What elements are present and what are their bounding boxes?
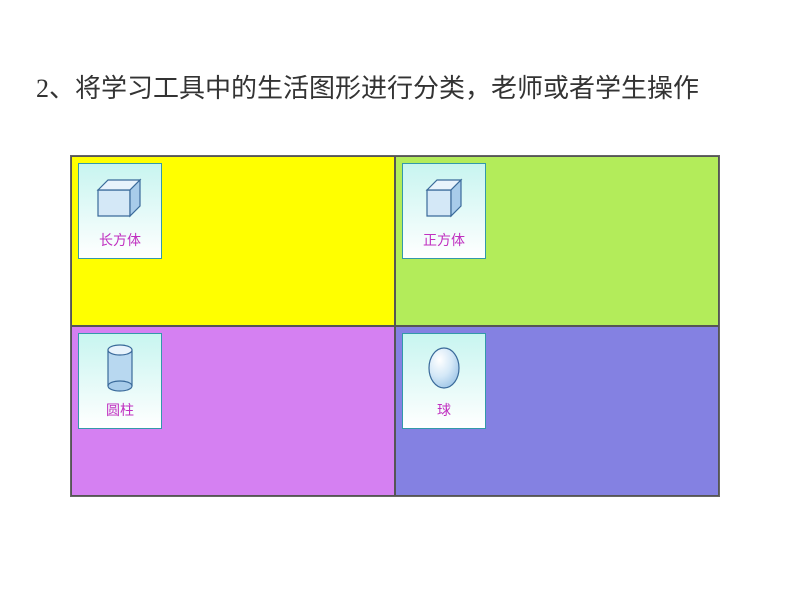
shape-grid: 长方体 正方体 <box>70 155 720 497</box>
card-label: 球 <box>437 400 451 420</box>
cylinder-icon <box>92 342 148 394</box>
quadrant-sphere: 球 <box>395 326 719 496</box>
page-title: 2、将学习工具中的生活图形进行分类，老师或者学生操作 <box>36 72 756 106</box>
card-cylinder[interactable]: 圆柱 <box>78 333 162 429</box>
card-label: 圆柱 <box>106 400 134 420</box>
card-cube[interactable]: 正方体 <box>402 163 486 259</box>
cube-icon <box>416 172 472 224</box>
card-sphere[interactable]: 球 <box>402 333 486 429</box>
quadrant-cube: 正方体 <box>395 156 719 326</box>
cuboid-icon <box>92 172 148 224</box>
card-label: 正方体 <box>423 230 465 250</box>
quadrant-cuboid: 长方体 <box>71 156 395 326</box>
card-cuboid[interactable]: 长方体 <box>78 163 162 259</box>
quadrant-cylinder: 圆柱 <box>71 326 395 496</box>
sphere-icon <box>416 342 472 394</box>
card-label: 长方体 <box>99 230 141 250</box>
